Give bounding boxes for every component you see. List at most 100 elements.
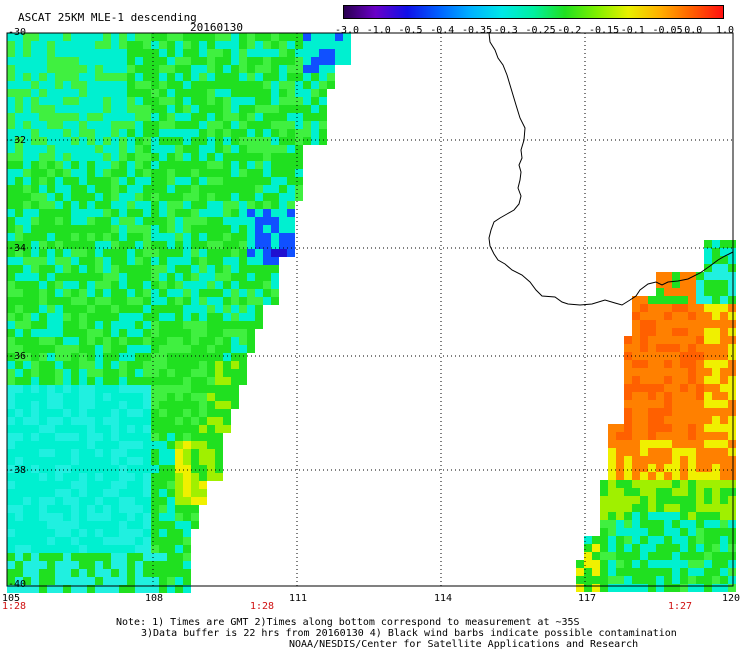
swath-cell [55,345,63,353]
swath-cell [672,496,680,504]
swath-cell [135,337,143,345]
swath-cell [95,449,103,457]
swath-cell [183,361,191,369]
swath-cell [632,440,640,448]
swath-cell [199,265,207,273]
swath-cell [199,241,207,249]
swath-cell [223,289,231,297]
swath-cell [223,137,231,145]
swath-cell [207,169,215,177]
swath-cell [47,273,55,281]
swath-cell [191,209,199,217]
swath-cell [656,312,664,320]
swath-cell [135,97,143,105]
swath-cell [231,49,239,57]
swath-cell [7,81,15,89]
swath-cell [31,73,39,81]
swath-cell [680,464,688,472]
swath-cell [319,113,327,121]
swath-cell [728,480,736,488]
swath-cell [79,545,87,553]
swath-cell [712,512,720,520]
swath-cell [31,121,39,129]
swath-cell [87,97,95,105]
swath-cell [255,201,263,209]
swath-cell [55,257,63,265]
swath-cell [223,233,231,241]
swath-cell [143,257,151,265]
swath-cell [183,425,191,433]
lon-label-114: 114 [434,593,453,604]
swath-cell [656,448,664,456]
swath-cell [680,416,688,424]
swath-cell [143,449,151,457]
swath-cell [311,49,319,57]
swath-cell [55,481,63,489]
swath-cell [71,97,79,105]
swath-cell [15,417,23,425]
swath-cell [111,41,119,49]
swath-cell [183,513,191,521]
swath-cell [664,480,672,488]
swath-cell [151,121,159,129]
swath-cell [696,432,704,440]
swath-cell [704,272,712,280]
swath-cell [207,241,215,249]
swath-cell [239,289,247,297]
swath-cell [23,121,31,129]
swath-cell [720,528,728,536]
swath-cell [247,321,255,329]
swath-cell [71,209,79,217]
swath-cell [23,161,31,169]
swath-cell [159,409,167,417]
swath-cell [287,153,295,161]
swath-cell [303,33,311,41]
swath-cell [135,353,143,361]
swath-cell [712,584,720,592]
swath-cell [279,57,287,65]
swath-cell [15,105,23,113]
swath-cell [319,49,327,57]
swath-cell [680,584,688,592]
swath-cell [151,41,159,49]
swath-cell [151,417,159,425]
swath-cell [271,241,279,249]
swath-cell [640,328,648,336]
swath-cell [23,417,31,425]
swath-cell [55,145,63,153]
swath-cell [39,33,47,41]
swath-cell [111,169,119,177]
swath-cell [135,153,143,161]
swath-cell [7,185,15,193]
swath-cell [616,536,624,544]
swath-cell [704,456,712,464]
swath-cell [303,97,311,105]
note-line-2: 3)Data buffer is 22 hrs from 20160130 4)… [141,628,677,639]
swath-cell [255,185,263,193]
swath-cell [712,576,720,584]
swath-cell [7,505,15,513]
swath-cell [199,417,207,425]
swath-cell [255,233,263,241]
swath-cell [47,449,55,457]
swath-cell [199,65,207,73]
swath-cell [47,337,55,345]
swath-cell [135,313,143,321]
swath-cell [327,41,335,49]
swath-cell [191,385,199,393]
swath-cell [63,289,71,297]
swath-cell [263,97,271,105]
swath-cell [167,297,175,305]
swath-cell [648,504,656,512]
swath-cell [55,313,63,321]
swath-cell [720,312,728,320]
swath-cell [71,113,79,121]
swath-cell [103,465,111,473]
swath-cell [616,496,624,504]
swath-cell [656,504,664,512]
swath-cell [135,129,143,137]
swath-cell [680,272,688,280]
swath-cell [271,89,279,97]
swath-cell [47,281,55,289]
swath-cell [199,225,207,233]
